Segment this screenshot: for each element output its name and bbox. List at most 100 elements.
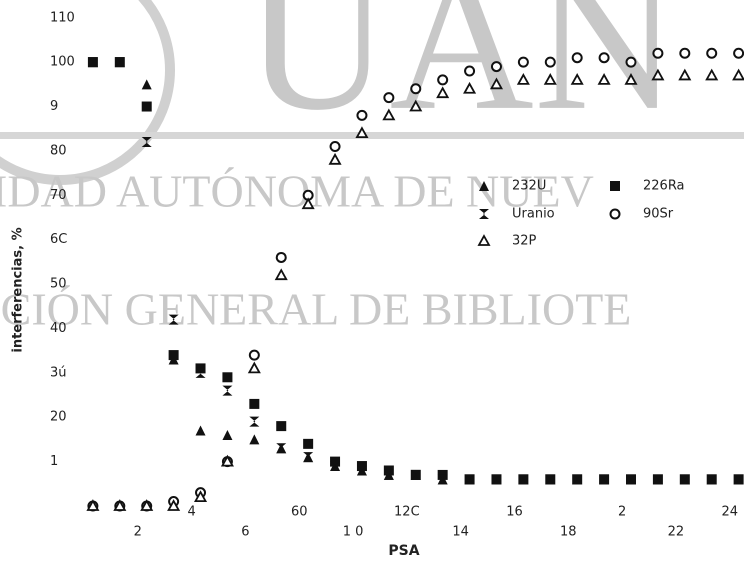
marker xyxy=(383,469,394,480)
y-tick-label: 40 xyxy=(50,321,67,336)
watermark-band xyxy=(0,132,744,139)
marker xyxy=(276,421,287,432)
marker xyxy=(625,56,637,68)
marker xyxy=(195,425,206,436)
y-tick-label: 1 xyxy=(50,454,58,469)
y-tick-label: 80 xyxy=(50,143,67,158)
x-tick-label: 4 xyxy=(187,505,195,520)
marker xyxy=(651,68,665,81)
y-tick-label: 100 xyxy=(50,55,75,70)
y-axis-label: interferencias, % xyxy=(11,227,26,352)
marker xyxy=(545,474,556,485)
legend-label: 90Sr xyxy=(643,207,674,222)
marker xyxy=(626,474,636,485)
y-tick-label: 110 xyxy=(50,10,75,25)
marker xyxy=(222,429,233,440)
x-tick-label: 24 xyxy=(721,505,738,520)
marker xyxy=(609,208,621,220)
marker xyxy=(220,454,234,467)
marker xyxy=(489,77,504,90)
marker xyxy=(479,209,489,219)
marker xyxy=(303,452,314,463)
marker xyxy=(733,474,744,485)
x-tick-label: 18 xyxy=(560,525,577,540)
marker xyxy=(706,47,718,59)
marker xyxy=(168,350,179,361)
y-tick-label: 50 xyxy=(50,277,67,292)
legend-label: 32P xyxy=(512,234,537,249)
marker xyxy=(249,434,260,445)
x-tick-label: 6 xyxy=(241,525,249,540)
marker xyxy=(328,152,342,165)
x-tick-label: 2 xyxy=(134,525,142,540)
marker xyxy=(87,57,98,68)
marker xyxy=(572,474,583,485)
marker xyxy=(732,68,744,81)
marker xyxy=(330,461,341,472)
marker xyxy=(383,92,395,104)
marker xyxy=(570,73,584,85)
marker xyxy=(274,268,288,281)
marker xyxy=(436,86,450,99)
marker xyxy=(679,474,690,485)
marker xyxy=(652,47,664,59)
marker xyxy=(141,137,152,148)
marker xyxy=(141,79,152,90)
marker xyxy=(193,490,208,503)
marker xyxy=(571,52,583,64)
x-tick-label: 60 xyxy=(291,505,308,520)
x-axis-label: PSA xyxy=(388,543,419,559)
marker xyxy=(248,349,260,361)
marker xyxy=(679,47,691,59)
y-tick-label: 70 xyxy=(50,188,67,203)
marker xyxy=(517,56,529,68)
y-tick-label: 9 xyxy=(50,99,58,114)
marker xyxy=(249,416,260,427)
marker xyxy=(706,474,717,485)
marker xyxy=(410,83,422,95)
marker xyxy=(247,361,261,374)
marker xyxy=(437,474,448,485)
marker xyxy=(275,251,287,263)
marker xyxy=(355,126,369,139)
marker xyxy=(410,469,421,480)
watermark: IDAD AUTÓNOMA DE NUEV xyxy=(0,166,594,217)
marker xyxy=(610,181,620,191)
marker xyxy=(437,74,449,86)
marker xyxy=(491,474,502,485)
watermark: UAN xyxy=(245,0,678,152)
legend-label: Uranio xyxy=(512,207,555,222)
x-tick-label: 2 xyxy=(618,505,626,520)
x-tick-label: 16 xyxy=(506,505,523,520)
marker xyxy=(598,52,610,64)
marker xyxy=(168,314,179,325)
x-tick-label: 1 0 xyxy=(343,525,364,540)
marker xyxy=(356,465,367,476)
marker xyxy=(733,47,744,59)
marker xyxy=(301,197,315,210)
marker xyxy=(543,73,557,85)
marker xyxy=(599,474,610,485)
marker xyxy=(303,438,314,449)
marker xyxy=(479,181,489,191)
marker xyxy=(356,109,368,121)
y-tick-label: 6C xyxy=(50,232,67,247)
marker xyxy=(516,73,530,85)
marker xyxy=(382,108,396,121)
marker xyxy=(678,68,692,81)
marker xyxy=(222,372,233,383)
legend-label: 226Ra xyxy=(643,179,685,194)
marker xyxy=(140,499,154,511)
marker xyxy=(464,474,475,485)
marker xyxy=(490,61,502,73)
marker xyxy=(195,367,206,378)
marker xyxy=(113,499,127,511)
marker xyxy=(329,140,341,152)
marker xyxy=(652,474,663,485)
marker xyxy=(477,234,491,246)
marker xyxy=(624,73,638,85)
marker xyxy=(114,57,125,68)
watermark-seal xyxy=(0,0,175,185)
watermark: CCIÓN GENERAL DE BIBLIOTE xyxy=(0,284,631,335)
